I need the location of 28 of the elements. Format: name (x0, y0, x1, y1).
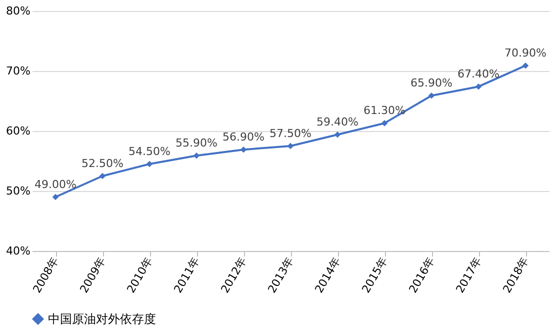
point (287, 142, 294, 150)
point (428, 92, 435, 99)
point (146, 160, 153, 168)
data-label: 70.90% (504, 46, 546, 60)
point (193, 152, 200, 159)
point (475, 83, 482, 90)
point (522, 62, 529, 69)
data-label: 59.40% (316, 116, 358, 129)
point (99, 172, 106, 180)
data-label: 54.50% (128, 145, 170, 158)
y-tick-label: 40% (6, 244, 30, 258)
point (381, 120, 388, 126)
y-tick-label: 50% (6, 184, 30, 198)
data-label: 56.90% (222, 130, 264, 144)
point (240, 146, 247, 153)
data-label: 52.50% (82, 157, 124, 170)
y-tick-label: 80% (6, 4, 30, 18)
point (52, 194, 59, 200)
data-label: 61.30% (364, 104, 406, 118)
data-label: 57.50% (270, 127, 312, 140)
data-label: 65.90% (410, 76, 452, 90)
y-tick-label: 60% (6, 124, 30, 138)
data-label: 55.90% (176, 136, 218, 150)
legend-label: 中国原油对外依存度 (48, 312, 156, 326)
data-label: 67.40% (458, 68, 500, 81)
point (334, 131, 341, 138)
y-tick-label: 70% (6, 64, 30, 78)
data-label: 49.00% (34, 178, 76, 191)
